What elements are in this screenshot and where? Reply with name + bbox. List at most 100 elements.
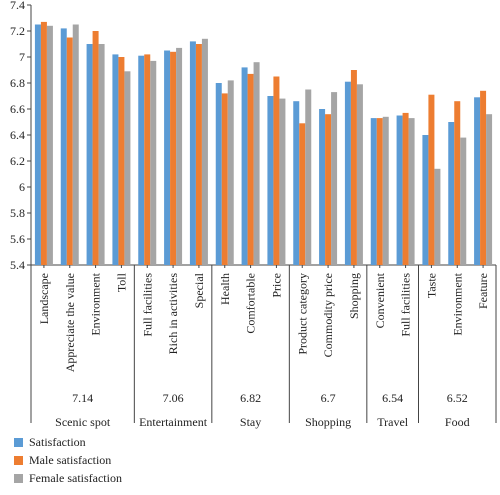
bar-travel-full-facilities-satisfaction (396, 115, 403, 265)
y-tick-label: 5.4 (10, 258, 25, 272)
legend-item-satisfaction: Satisfaction (14, 433, 122, 451)
bar-shopping-commodity-price-male-satisfaction (325, 114, 332, 265)
x-tick-label-health: Health (218, 273, 232, 305)
y-tick-label: 6.2 (10, 154, 25, 168)
bar-scenic-spot-toll-female-satisfaction (124, 71, 131, 265)
bar-scenic-spot-appreciate-the-value-satisfaction (60, 28, 67, 266)
bar-food-feature-male-satisfaction (480, 90, 487, 265)
y-tick-label: 5.6 (10, 232, 25, 246)
bar-shopping-product-category-male-satisfaction (299, 123, 306, 265)
group-score-entertainment: 7.06 (163, 391, 184, 405)
bar-shopping-product-category-satisfaction (293, 101, 300, 265)
legend-swatch-female-satisfaction (14, 473, 23, 483)
x-tick-label-full-facilities: Full facilities (140, 273, 154, 337)
x-tick-label-convenient: Convenient (373, 272, 387, 328)
bar-entertainment-full-facilities-female-satisfaction (150, 60, 157, 266)
bar-stay-price-satisfaction (267, 96, 274, 265)
x-tick-label-price: Price (269, 273, 283, 298)
group-label-scenic-spot: Scenic spot (55, 415, 111, 429)
bar-food-taste-male-satisfaction (428, 94, 435, 265)
legend-label-female-satisfaction: Female satisfaction (29, 470, 122, 485)
group-label-travel: Travel (377, 415, 409, 429)
bar-entertainment-special-female-satisfaction (201, 38, 208, 265)
bar-entertainment-rich-in-activities-satisfaction (164, 50, 171, 265)
group-score-scenic-spot: 7.14 (72, 391, 93, 405)
x-tick-label-commodity-price: Commodity price (321, 273, 335, 357)
bar-food-feature-female-satisfaction (486, 114, 493, 265)
bar-food-feature-satisfaction (474, 97, 481, 265)
bar-travel-full-facilities-female-satisfaction (408, 118, 415, 265)
bar-shopping-shopping-male-satisfaction (350, 70, 357, 265)
bar-shopping-product-category-female-satisfaction (305, 89, 312, 265)
group-score-food: 6.52 (447, 391, 468, 405)
x-tick-label-taste: Taste (424, 273, 438, 298)
bar-shopping-shopping-satisfaction (344, 81, 351, 265)
bar-food-taste-satisfaction (422, 135, 429, 265)
x-tick-label-shopping: Shopping (347, 273, 361, 319)
bar-scenic-spot-landscape-female-satisfaction (46, 25, 53, 265)
y-tick-label: 7.4 (10, 0, 25, 12)
bar-shopping-commodity-price-female-satisfaction (331, 92, 338, 265)
bar-stay-comfortable-female-satisfaction (253, 62, 260, 266)
bar-stay-comfortable-male-satisfaction (247, 73, 254, 266)
y-tick-label: 7 (19, 50, 25, 64)
bar-entertainment-rich-in-activities-female-satisfaction (176, 47, 183, 266)
group-score-shopping: 6.7 (321, 391, 336, 405)
bar-scenic-spot-appreciate-the-value-male-satisfaction (66, 37, 73, 265)
y-tick-label: 6.4 (10, 128, 25, 142)
bar-entertainment-full-facilities-satisfaction (138, 55, 145, 266)
bar-shopping-shopping-female-satisfaction (356, 84, 363, 265)
bar-travel-convenient-male-satisfaction (376, 118, 383, 265)
bar-food-environment-female-satisfaction (460, 137, 467, 265)
x-tick-label-environment: Environment (450, 272, 464, 335)
x-tick-label-product-category: Product category (295, 273, 309, 355)
x-tick-label-landscape: Landscape (37, 273, 51, 324)
x-tick-label-comfortable: Comfortable (244, 273, 258, 334)
bar-scenic-spot-landscape-satisfaction (34, 24, 41, 265)
group-label-stay: Stay (240, 415, 261, 429)
legend-swatch-male-satisfaction (14, 455, 23, 465)
x-tick-label-special: Special (192, 272, 206, 308)
bar-stay-comfortable-satisfaction (241, 67, 248, 266)
y-tick-label: 5.8 (10, 206, 25, 220)
bar-travel-convenient-female-satisfaction (382, 116, 389, 265)
bar-entertainment-special-satisfaction (189, 41, 196, 266)
bar-scenic-spot-environment-female-satisfaction (98, 44, 105, 265)
x-tick-label-toll: Toll (114, 272, 128, 292)
legend-swatch-satisfaction (14, 437, 23, 447)
group-label-shopping: Shopping (305, 415, 351, 429)
legend: Satisfaction Male satisfaction Female sa… (14, 433, 122, 487)
bar-entertainment-special-male-satisfaction (195, 44, 202, 265)
bar-scenic-spot-toll-satisfaction (112, 54, 119, 266)
bar-scenic-spot-landscape-male-satisfaction (40, 21, 47, 266)
bar-entertainment-rich-in-activities-male-satisfaction (170, 51, 177, 265)
legend-item-male-satisfaction: Male satisfaction (14, 451, 122, 469)
bar-travel-full-facilities-male-satisfaction (402, 112, 409, 266)
group-label-entertainment: Entertainment (139, 415, 208, 429)
bar-stay-health-female-satisfaction (227, 80, 234, 266)
bar-scenic-spot-environment-satisfaction (86, 44, 93, 265)
bar-stay-health-satisfaction (215, 83, 222, 265)
legend-item-female-satisfaction: Female satisfaction (14, 469, 122, 487)
x-tick-label-appreciate-the-value: Appreciate the value (63, 273, 77, 372)
y-tick-label: 6 (19, 180, 25, 194)
group-score-stay: 6.82 (240, 391, 261, 405)
bar-stay-health-male-satisfaction (221, 93, 228, 266)
bar-entertainment-full-facilities-male-satisfaction (144, 54, 151, 266)
x-tick-label-environment: Environment (89, 272, 103, 335)
x-tick-label-rich-in-activities: Rich in activities (166, 273, 180, 355)
bar-scenic-spot-toll-male-satisfaction (118, 57, 125, 265)
bar-food-taste-female-satisfaction (434, 168, 441, 265)
y-tick-label: 6.6 (10, 102, 25, 116)
x-tick-label-full-facilities: Full facilities (399, 273, 413, 337)
legend-label-satisfaction: Satisfaction (29, 434, 86, 449)
bar-travel-convenient-satisfaction (370, 118, 377, 265)
bar-stay-price-male-satisfaction (273, 76, 280, 265)
legend-label-male-satisfaction: Male satisfaction (29, 452, 112, 467)
y-tick-label: 6.8 (10, 76, 25, 90)
bar-food-environment-male-satisfaction (454, 101, 461, 265)
group-score-travel: 6.54 (382, 391, 403, 405)
bar-stay-price-female-satisfaction (279, 98, 286, 265)
y-tick-label: 7.2 (10, 24, 25, 38)
